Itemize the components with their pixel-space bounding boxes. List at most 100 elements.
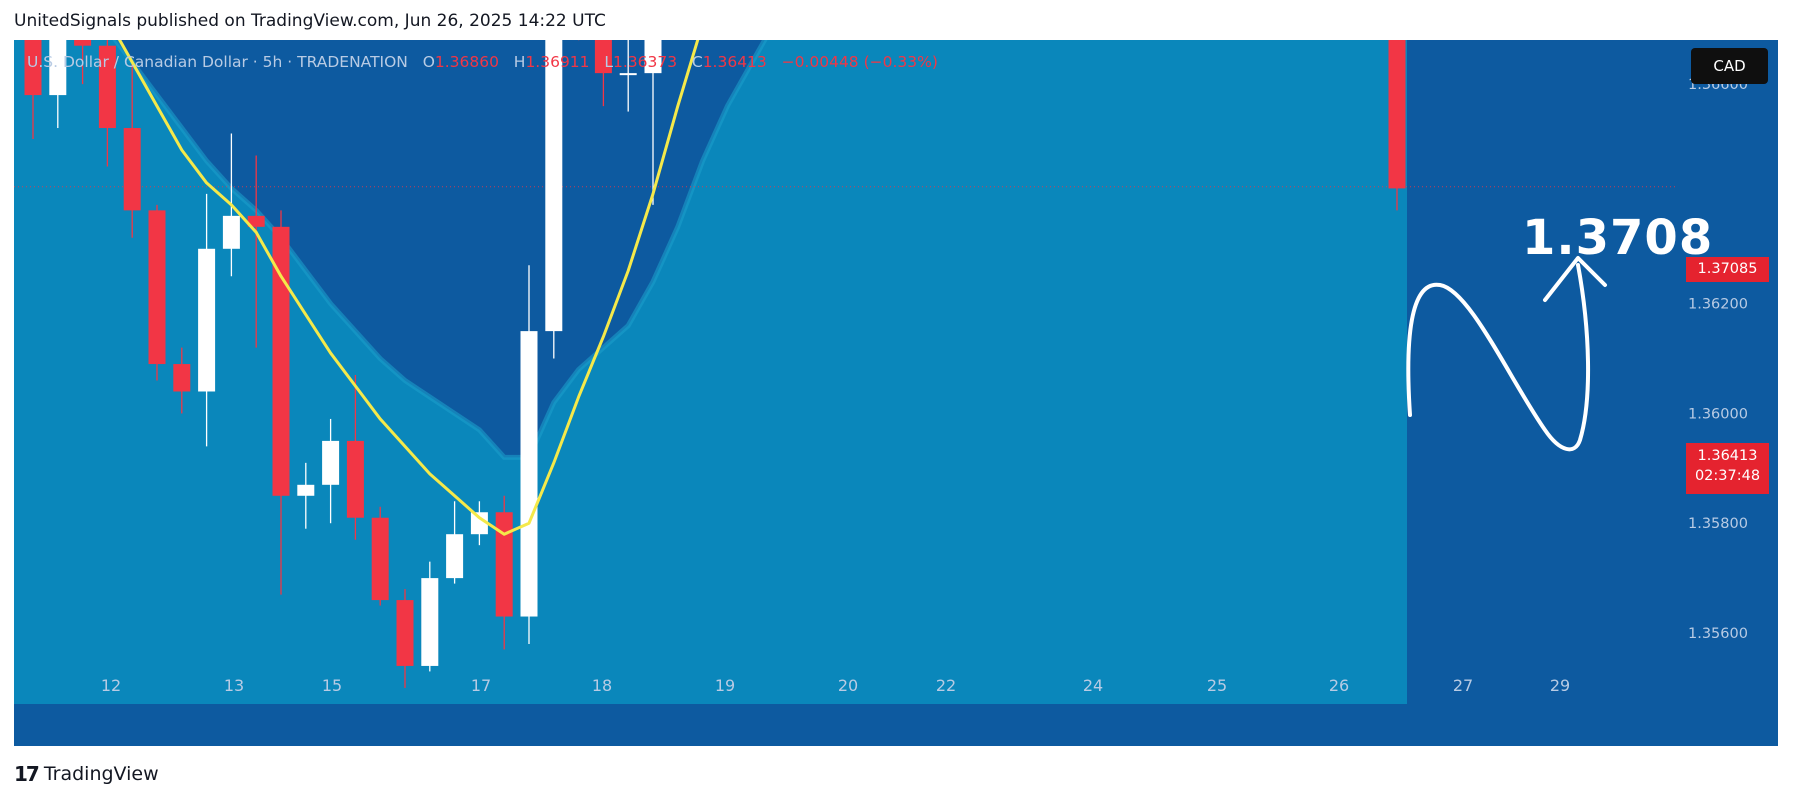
- candle-body: [446, 534, 464, 579]
- moving-average-line: [117, 40, 700, 536]
- ma-band-layer: [14, 40, 1678, 704]
- candle: [396, 589, 414, 688]
- brand-name: TradingView: [43, 763, 159, 785]
- candle-body: [198, 248, 216, 392]
- candle-body: [123, 128, 141, 211]
- candle: [594, 40, 612, 107]
- open-label: O: [422, 53, 435, 71]
- candle-body: [1388, 40, 1406, 189]
- candle-body: [222, 215, 240, 249]
- ma-line-layer: [117, 40, 700, 536]
- target-price-tag: 1.37085: [1686, 257, 1769, 282]
- candle-body: [322, 440, 340, 485]
- candle: [198, 193, 216, 447]
- candle-body: [247, 215, 265, 227]
- ma-band-fill: [14, 40, 1407, 704]
- bar-countdown: 02:37:48: [1694, 468, 1761, 484]
- candle-body: [148, 210, 166, 365]
- candle: [98, 40, 116, 167]
- change-value: −0.00448 (−0.33%): [781, 53, 938, 71]
- forecast-curve: [1406, 263, 1591, 452]
- candle-body: [49, 40, 67, 96]
- candle: [446, 501, 464, 584]
- axis-layer: 1.356001.358001.360001.362001.366001.368…: [101, 77, 1748, 695]
- high-value: 1.36911: [525, 53, 590, 71]
- last-price-tag: 1.36413 02:37:48: [1686, 443, 1769, 494]
- candle-body: [421, 578, 439, 666]
- candle-body: [272, 226, 290, 496]
- last-price-value: 1.36413: [1697, 448, 1758, 464]
- publish-header: UnitedSignals published on TradingView.c…: [14, 11, 606, 31]
- candle: [619, 40, 637, 112]
- chart-svg[interactable]: 1.356001.358001.360001.362001.366001.368…: [14, 40, 1778, 746]
- x-axis-tick-label: 25: [1207, 676, 1227, 695]
- candles-layer: [24, 40, 1406, 688]
- candle-body: [495, 512, 513, 617]
- symbol-name: U.S. Dollar / Canadian Dollar · 5h · TRA…: [27, 53, 408, 71]
- x-axis-tick-label: 18: [592, 676, 612, 695]
- annotation-layer: [1406, 256, 1607, 452]
- x-axis-tick-label: 24: [1083, 676, 1103, 695]
- y-axis-tick-label: 1.35800: [1688, 516, 1748, 532]
- candle-body: [619, 73, 637, 76]
- candle-body: [346, 440, 364, 518]
- candle: [247, 155, 265, 348]
- x-axis-tick-label: 27: [1453, 676, 1473, 695]
- y-axis-tick-label: 1.36000: [1688, 406, 1748, 422]
- candle-body: [173, 364, 191, 392]
- candle-body: [98, 45, 116, 129]
- candle: [644, 40, 662, 205]
- candle-body: [24, 40, 42, 96]
- close-value: 1.36413: [702, 53, 767, 71]
- y-axis-tick-label: 1.36200: [1688, 297, 1748, 313]
- low-label: L: [604, 53, 613, 71]
- x-axis-tick-label: 26: [1329, 676, 1349, 695]
- candle: [297, 462, 315, 529]
- x-axis-tick-label: 29: [1550, 676, 1570, 695]
- candle-body: [74, 40, 92, 46]
- currency-badge[interactable]: CAD: [1691, 48, 1768, 84]
- candle: [173, 347, 191, 414]
- candle-body: [644, 40, 662, 74]
- candle: [371, 506, 389, 606]
- x-axis-tick-label: 17: [471, 676, 491, 695]
- ma-band-edge: [112, 40, 768, 460]
- candle: [495, 495, 513, 650]
- symbol-legend: U.S. Dollar / Canadian Dollar · 5h · TRA…: [27, 53, 938, 71]
- high-label: H: [513, 53, 526, 71]
- candle: [470, 501, 488, 546]
- x-axis-tick-label: 19: [715, 676, 735, 695]
- candle: [24, 40, 42, 140]
- x-axis-tick-label: 15: [322, 676, 342, 695]
- x-axis-tick-label: 22: [936, 676, 956, 695]
- candle: [545, 40, 563, 359]
- close-label: C: [691, 53, 703, 71]
- candle-body: [371, 517, 389, 601]
- candle-body: [520, 331, 538, 617]
- candle: [123, 62, 141, 238]
- candle-body: [594, 40, 612, 74]
- candle: [346, 375, 364, 540]
- candle: [421, 561, 439, 672]
- candle: [520, 265, 538, 644]
- candle: [322, 418, 340, 524]
- x-axis-tick-label: 13: [224, 676, 244, 695]
- candle-body: [545, 40, 563, 332]
- x-axis-tick-label: 20: [838, 676, 858, 695]
- tradingview-logo-icon: 17: [14, 762, 40, 786]
- candle-body: [470, 512, 488, 535]
- target-price-annotation: 1.3708: [1522, 210, 1714, 266]
- candle: [74, 40, 92, 85]
- low-value: 1.36373: [612, 53, 678, 71]
- candle: [49, 40, 67, 129]
- candle-body: [297, 484, 315, 496]
- candle-body: [396, 600, 414, 666]
- x-axis-tick-label: 12: [101, 676, 121, 695]
- y-axis-tick-label: 1.35600: [1688, 626, 1748, 642]
- open-value: 1.36860: [434, 53, 499, 71]
- candle: [148, 204, 166, 381]
- candle: [1388, 40, 1406, 211]
- forecast-arrowhead-icon: [1543, 256, 1607, 302]
- footer-brand[interactable]: 17 TradingView: [14, 762, 159, 786]
- chart-area[interactable]: 1.356001.358001.360001.362001.366001.368…: [14, 40, 1778, 746]
